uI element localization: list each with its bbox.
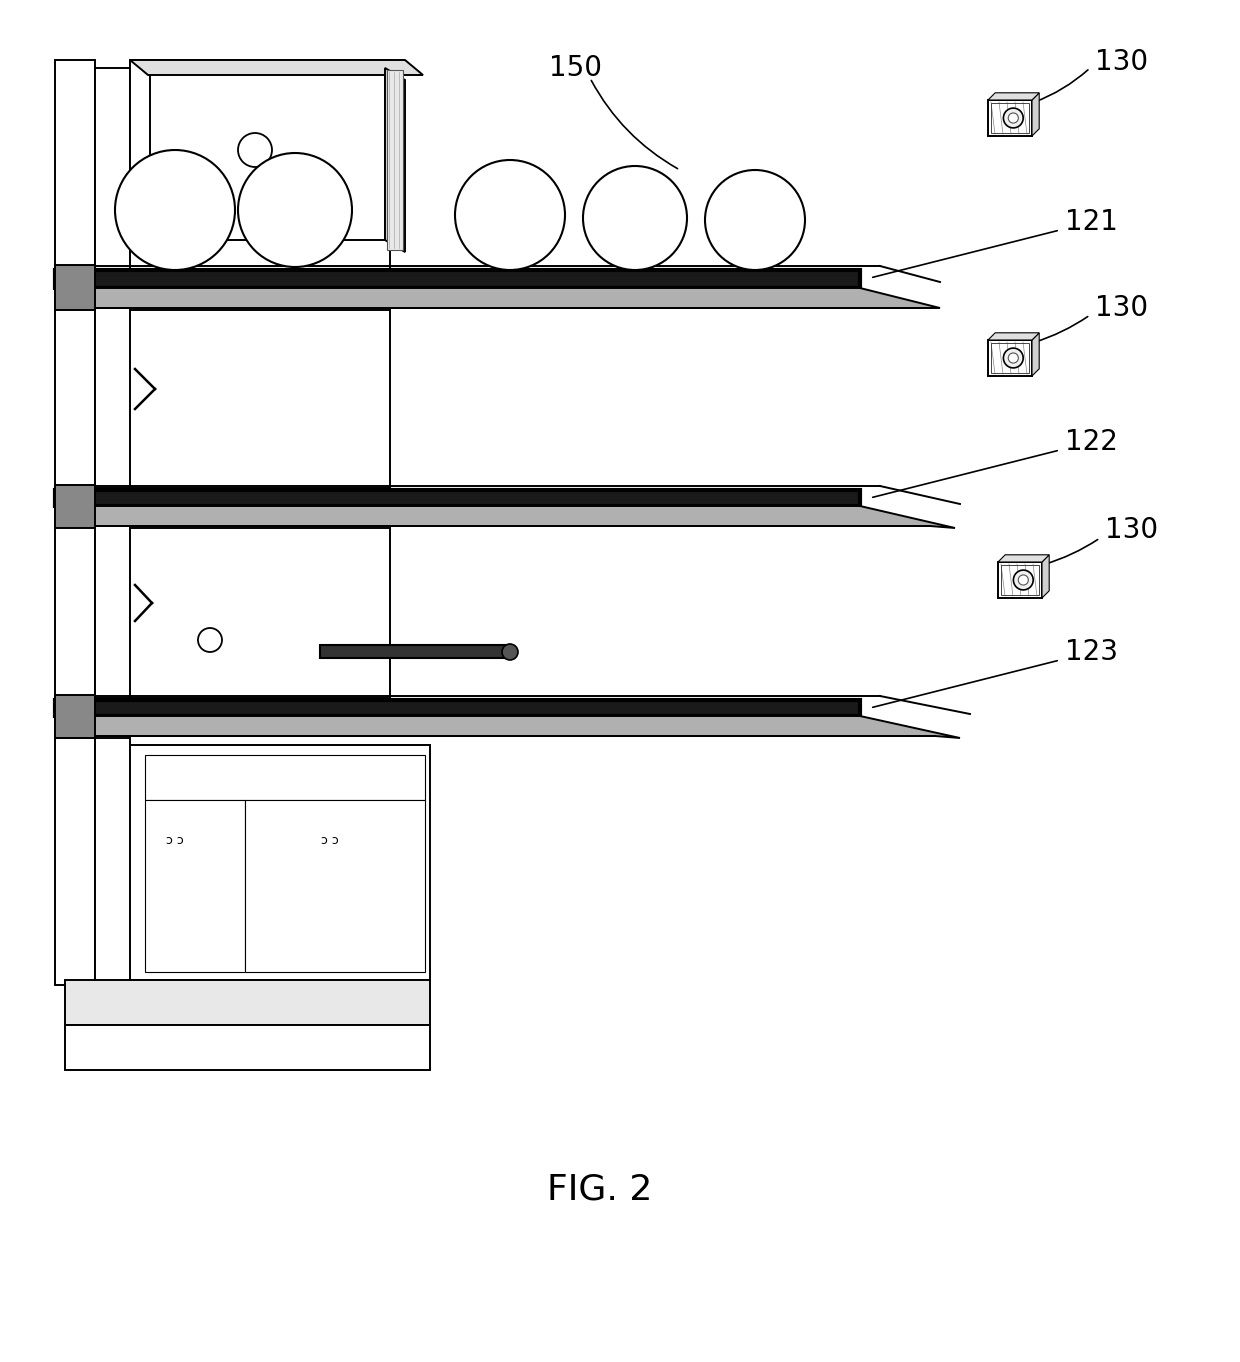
Bar bbox=[55, 508, 95, 697]
Circle shape bbox=[583, 166, 687, 270]
Polygon shape bbox=[988, 93, 1039, 99]
Circle shape bbox=[455, 159, 565, 270]
Bar bbox=[998, 563, 1042, 598]
Polygon shape bbox=[1032, 332, 1039, 376]
Bar bbox=[55, 695, 95, 738]
Bar bbox=[55, 270, 861, 287]
Polygon shape bbox=[384, 68, 405, 252]
Bar bbox=[95, 290, 135, 488]
Circle shape bbox=[1003, 108, 1023, 128]
Bar bbox=[130, 311, 391, 488]
Text: 130: 130 bbox=[1095, 48, 1148, 76]
Polygon shape bbox=[1032, 93, 1039, 136]
Circle shape bbox=[1008, 113, 1018, 123]
Text: ↄ ↄ: ↄ ↄ bbox=[166, 834, 184, 847]
Bar bbox=[55, 700, 861, 716]
Circle shape bbox=[1003, 349, 1023, 368]
Bar bbox=[150, 68, 384, 240]
Bar bbox=[988, 340, 1032, 376]
Polygon shape bbox=[1042, 554, 1049, 598]
Circle shape bbox=[115, 150, 236, 270]
Circle shape bbox=[1013, 571, 1033, 590]
Bar bbox=[55, 490, 861, 507]
Circle shape bbox=[238, 153, 352, 267]
Circle shape bbox=[1008, 353, 1018, 364]
Circle shape bbox=[706, 170, 805, 270]
Bar bbox=[55, 738, 95, 985]
Bar bbox=[130, 60, 391, 272]
Bar bbox=[55, 60, 95, 278]
Bar bbox=[145, 799, 246, 972]
Bar bbox=[988, 99, 1032, 136]
Circle shape bbox=[198, 628, 222, 652]
Text: ↄ ↄ: ↄ ↄ bbox=[321, 834, 339, 847]
Bar bbox=[145, 755, 425, 799]
Polygon shape bbox=[988, 332, 1039, 340]
Bar bbox=[64, 1026, 430, 1071]
Text: 121: 121 bbox=[1065, 208, 1118, 236]
Bar bbox=[95, 68, 130, 272]
Bar bbox=[55, 266, 95, 311]
Bar bbox=[1001, 565, 1039, 595]
Circle shape bbox=[1018, 575, 1028, 586]
Text: 130: 130 bbox=[1105, 516, 1158, 543]
Bar bbox=[64, 981, 430, 1026]
Polygon shape bbox=[998, 554, 1049, 563]
Text: 130: 130 bbox=[1095, 294, 1148, 321]
Text: FIG. 2: FIG. 2 bbox=[547, 1173, 652, 1207]
Bar bbox=[55, 485, 95, 528]
Bar bbox=[55, 290, 95, 488]
Circle shape bbox=[502, 644, 518, 661]
Bar bbox=[95, 738, 130, 985]
Polygon shape bbox=[55, 287, 940, 308]
Text: 122: 122 bbox=[1065, 428, 1118, 456]
Bar bbox=[387, 69, 403, 251]
Polygon shape bbox=[55, 716, 960, 738]
Bar bbox=[64, 745, 430, 981]
Bar bbox=[991, 343, 1029, 373]
Text: 150: 150 bbox=[548, 54, 601, 82]
Polygon shape bbox=[130, 60, 423, 75]
Bar bbox=[130, 528, 391, 697]
Polygon shape bbox=[55, 507, 955, 528]
Text: 123: 123 bbox=[1065, 637, 1118, 666]
Bar bbox=[991, 104, 1029, 133]
Bar bbox=[246, 799, 425, 972]
Bar bbox=[95, 508, 135, 697]
Bar bbox=[320, 646, 510, 658]
Circle shape bbox=[238, 133, 272, 168]
